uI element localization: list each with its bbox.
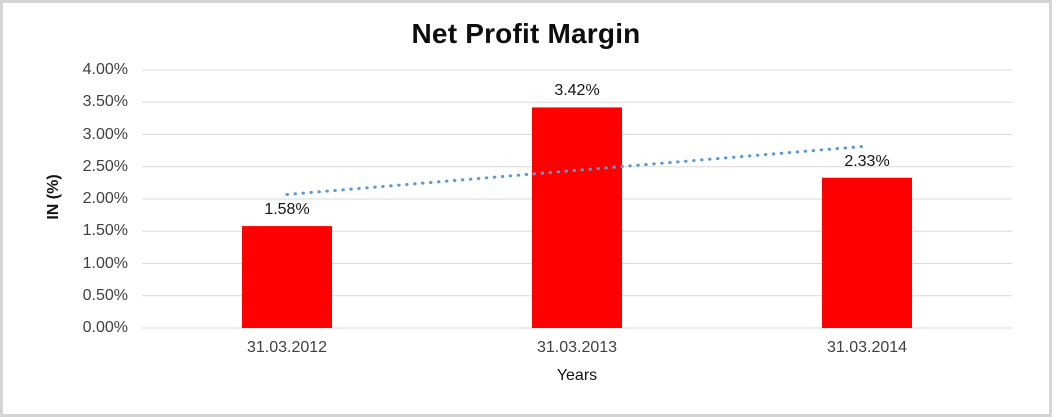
y-axis-tick-label: 0.00%	[82, 319, 128, 336]
y-axis-tick-label: 0.50%	[82, 286, 128, 304]
y-axis-tick-label: 4.00%	[82, 61, 128, 78]
bar	[532, 107, 622, 328]
y-axis-tick-label: 1.00%	[82, 254, 128, 272]
bar	[242, 226, 332, 328]
x-axis-tick-label: 31.03.2012	[246, 339, 328, 356]
bar	[822, 177, 912, 328]
trendline	[285, 144, 869, 196]
bar-data-label: 3.42%	[554, 82, 600, 100]
bar-data-label: 2.33%	[844, 152, 890, 170]
x-axis-tick-label: 31.03.2013	[536, 339, 618, 356]
chart-title: Net Profit Margin	[411, 18, 641, 49]
x-axis-tick-label: 31.03.2014	[826, 339, 908, 356]
y-axis-tick-label: 3.50%	[82, 93, 128, 111]
y-axis-tick-label: 1.50%	[82, 222, 128, 240]
bar-data-label: 1.58%	[264, 201, 310, 219]
y-axis-tick-label: 3.00%	[82, 125, 128, 143]
y-axis-tick-label: 2.50%	[82, 157, 128, 175]
y-axis-tick-label: 2.00%	[82, 190, 128, 207]
x-axis-title: Years	[556, 367, 598, 384]
